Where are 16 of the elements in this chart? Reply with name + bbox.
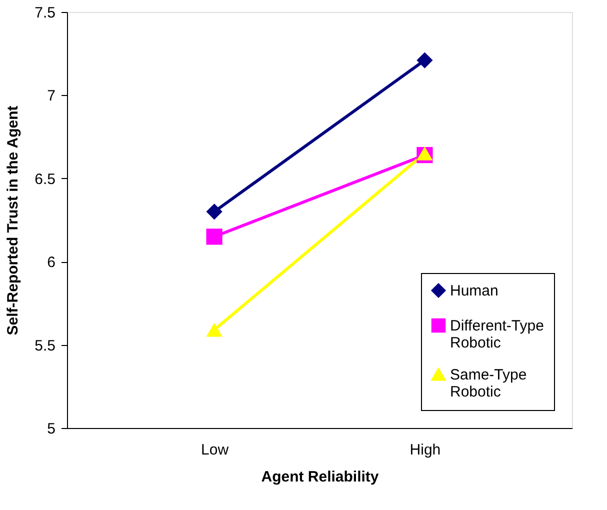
point bbox=[206, 228, 222, 245]
x-axis-title: Agent Reliability bbox=[261, 468, 380, 486]
legend-label: Different-Type Robotic bbox=[450, 318, 544, 352]
y-tick-label: 5.5 bbox=[34, 337, 56, 354]
point bbox=[416, 52, 433, 68]
legend-label: Human bbox=[450, 282, 498, 300]
y-tick-label: 5 bbox=[47, 420, 56, 438]
point bbox=[206, 204, 222, 220]
y-tick-label: 6.5 bbox=[34, 170, 56, 188]
y-tick-label: 7 bbox=[47, 88, 56, 105]
y-tick-label: 6 bbox=[47, 254, 56, 272]
x-tick-label: High bbox=[410, 442, 441, 458]
y-tick-label: 7.5 bbox=[34, 4, 56, 22]
y-axis-title: Self-Reported Trust in the Agent bbox=[4, 106, 22, 336]
x-tick-label: Low bbox=[201, 442, 229, 458]
legend-label: Same-Type Robotic bbox=[450, 366, 527, 400]
